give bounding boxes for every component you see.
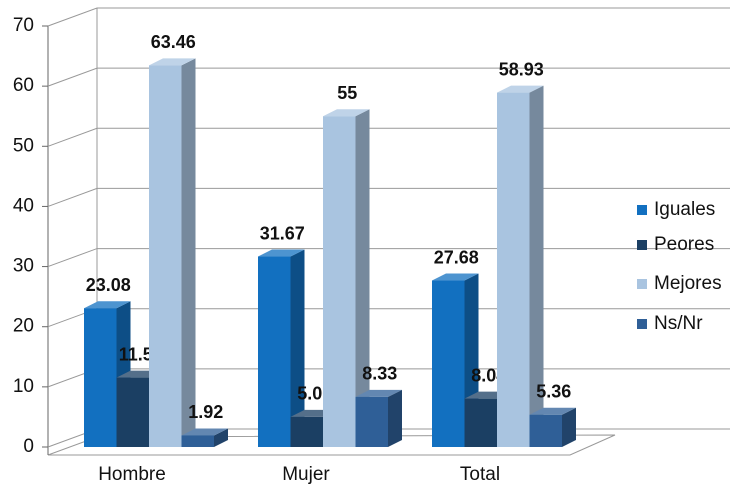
bar-front [464,398,497,447]
bar-side [562,407,576,447]
bar-top [432,273,479,281]
y-tick-label: 60 [13,75,34,96]
y-tick-label: 40 [13,195,34,216]
y-tick-label: 10 [13,376,34,397]
legend-label: Ns/Nr [654,313,703,334]
x-tick-label: Mujer [282,464,330,485]
x-tick-label: Hombre [98,464,166,485]
y-tick-label: 50 [13,135,34,156]
bar [181,428,228,447]
bar-front [432,280,465,447]
bar [529,407,576,447]
value-label: 23.08 [86,275,131,295]
bar-front [181,435,214,447]
legend-label: Peores [654,234,714,255]
x-tick-label: Total [460,464,500,485]
bar-top [529,407,576,415]
bar [149,58,196,447]
value-label: 1.92 [188,402,223,422]
y-tick-label: 0 [23,436,34,457]
legend-label: Iguales [654,199,715,220]
legend-swatch [637,319,647,329]
bar-side [290,249,305,447]
bar-front [529,414,562,447]
y-tick-label: 30 [13,256,34,277]
bar-front [290,416,323,447]
bar-top [323,109,370,117]
bar-top [497,85,544,93]
legend-swatch [637,279,647,289]
bar-side [181,58,196,447]
grid-line [47,7,730,27]
bar [497,85,544,448]
value-label: 63.46 [151,32,196,52]
bar-front [497,92,530,448]
bar-front [355,396,388,447]
y-tick-label: 70 [13,15,34,36]
bar-top [258,249,305,257]
bar-front [149,65,182,447]
bar-front [116,377,149,447]
value-label: 55 [337,83,357,103]
bar-front [84,308,117,447]
y-tick-label: 20 [13,316,34,337]
bar-side [214,428,228,447]
bar-side [355,109,370,447]
value-label: 5.36 [536,382,571,402]
bar-front [323,116,356,447]
bar-side [529,85,544,448]
legend-swatch [637,240,647,250]
grid-line [47,67,730,87]
value-label: 27.68 [434,247,479,267]
legend-label: Mejores [654,273,722,294]
bar-side [388,389,402,447]
bar [355,389,402,447]
bar-top [181,428,228,436]
value-label: 31.67 [260,223,305,243]
legend-swatch [637,205,647,215]
bar-front [258,256,291,447]
value-label: 8.33 [362,364,397,384]
bar-top [149,58,196,66]
bar [432,273,479,447]
bar [323,109,370,447]
bar-top [355,389,402,397]
bar [258,249,305,447]
value-label: 58.93 [499,59,544,79]
bar-top [84,301,131,309]
